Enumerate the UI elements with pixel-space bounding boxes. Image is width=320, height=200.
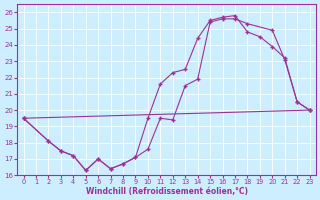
- X-axis label: Windchill (Refroidissement éolien,°C): Windchill (Refroidissement éolien,°C): [85, 187, 248, 196]
